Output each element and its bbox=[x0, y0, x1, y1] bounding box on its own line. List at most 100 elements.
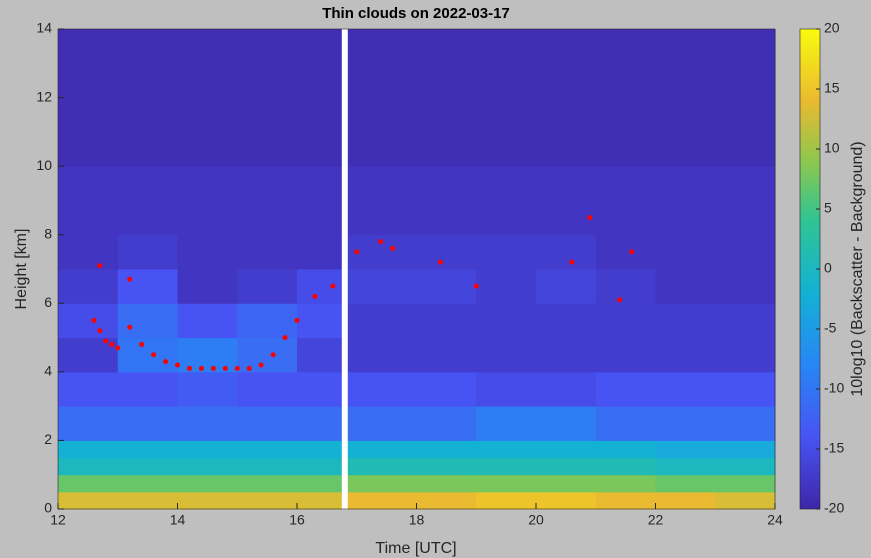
y-tick-label: 8 bbox=[44, 225, 52, 241]
heatmap-cell bbox=[356, 234, 417, 270]
heatmap-cell bbox=[655, 234, 716, 270]
colorbar-tick-label: 10 bbox=[824, 140, 840, 156]
heatmap-cell bbox=[117, 29, 178, 167]
heatmap-cell bbox=[297, 234, 343, 270]
heatmap-cell bbox=[476, 457, 537, 476]
heatmap-cell bbox=[536, 303, 597, 339]
heatmap-cell bbox=[237, 269, 298, 304]
x-tick-label: 20 bbox=[528, 512, 544, 528]
heatmap-cell bbox=[476, 406, 537, 441]
heatmap-cell bbox=[356, 29, 417, 167]
heatmap-cell bbox=[117, 269, 178, 304]
heatmap-cell bbox=[416, 457, 477, 476]
heatmap-cell bbox=[341, 371, 349, 407]
heatmap-cell bbox=[117, 337, 178, 373]
heatmap-cell bbox=[347, 406, 358, 441]
cloud-point bbox=[198, 365, 204, 371]
heatmap-cell bbox=[476, 491, 537, 510]
heatmap-cell bbox=[58, 474, 119, 493]
heatmap-cell bbox=[715, 234, 776, 270]
heatmap-cell bbox=[416, 234, 477, 270]
colorbar-tick-label: -10 bbox=[824, 380, 844, 396]
heatmap-cell bbox=[341, 269, 349, 304]
heatmap-cell bbox=[347, 269, 358, 304]
heatmap-cell bbox=[356, 303, 417, 339]
heatmap-cell bbox=[476, 371, 537, 407]
heatmap-cell bbox=[715, 29, 776, 167]
heatmap-cell bbox=[347, 474, 358, 493]
heatmap-cell bbox=[341, 406, 349, 441]
heatmap-cell bbox=[177, 166, 238, 236]
heatmap-cell bbox=[297, 440, 343, 459]
heatmap-cell bbox=[356, 491, 417, 510]
x-tick-label: 16 bbox=[289, 512, 305, 528]
heatmap-cell bbox=[536, 371, 597, 407]
y-tick-label: 4 bbox=[44, 363, 52, 379]
colorbar-label: 10log10 (Backscatter - Background) bbox=[849, 141, 866, 396]
heatmap-cell bbox=[347, 29, 358, 167]
heatmap-cell bbox=[341, 457, 349, 476]
y-tick-label: 12 bbox=[36, 88, 52, 104]
cloud-point bbox=[127, 324, 133, 330]
colorbar-tick-label: 5 bbox=[824, 200, 832, 216]
heatmap-cell bbox=[416, 406, 477, 441]
heatmap-cell bbox=[655, 491, 716, 510]
cloud-point bbox=[234, 365, 240, 371]
heatmap-cell bbox=[297, 457, 343, 476]
heatmap-cell bbox=[58, 457, 119, 476]
heatmap-cell bbox=[356, 371, 417, 407]
heatmap-cell bbox=[356, 440, 417, 459]
heatmap-cell bbox=[416, 303, 477, 339]
heatmap-cell bbox=[58, 269, 119, 304]
heatmap-cell bbox=[416, 337, 477, 373]
heatmap-cell bbox=[297, 166, 343, 236]
cloud-point bbox=[473, 283, 479, 289]
cloud-point bbox=[378, 239, 384, 245]
heatmap-cell bbox=[58, 371, 119, 407]
heatmap-cell bbox=[595, 491, 656, 510]
heatmap-cell bbox=[476, 29, 537, 167]
heatmap-cell bbox=[416, 371, 477, 407]
cloud-point bbox=[390, 245, 396, 251]
cloud-point bbox=[246, 365, 252, 371]
cloud-point bbox=[97, 263, 103, 269]
heatmap-cell bbox=[536, 269, 597, 304]
heatmap-cell bbox=[536, 457, 597, 476]
heatmap-cell bbox=[297, 29, 343, 167]
heatmap-cell bbox=[117, 371, 178, 407]
cloud-point bbox=[210, 365, 216, 371]
heatmap-cell bbox=[476, 337, 537, 373]
x-tick-label: 14 bbox=[170, 512, 186, 528]
heatmap-cell bbox=[536, 166, 597, 236]
heatmap-cell bbox=[297, 269, 343, 304]
heatmap-cell bbox=[347, 491, 358, 510]
colorbar-tick-label: 20 bbox=[824, 20, 840, 36]
heatmap-cell bbox=[117, 440, 178, 459]
x-axis-label: Time [UTC] bbox=[375, 540, 456, 557]
cloud-point bbox=[312, 293, 318, 299]
heatmap-cell bbox=[58, 406, 119, 441]
heatmap-cell bbox=[595, 269, 656, 304]
heatmap-cell bbox=[237, 371, 298, 407]
heatmap-cell bbox=[341, 337, 349, 373]
heatmap-cell bbox=[416, 269, 477, 304]
heatmap-cell bbox=[347, 337, 358, 373]
heatmap-cell bbox=[416, 440, 477, 459]
cloud-point bbox=[617, 297, 623, 303]
heatmap-cell bbox=[595, 166, 656, 236]
cloud-point bbox=[629, 249, 635, 255]
heatmap-cell bbox=[416, 29, 477, 167]
heatmap-cell bbox=[715, 406, 776, 441]
heatmap-cell bbox=[476, 234, 537, 270]
heatmap-cell bbox=[237, 166, 298, 236]
y-axis-label: Height [km] bbox=[13, 229, 30, 310]
heatmap-cell bbox=[58, 234, 119, 270]
heatmap-cell bbox=[655, 474, 716, 493]
heatmap-cell bbox=[356, 457, 417, 476]
heatmap-cell bbox=[715, 440, 776, 459]
heatmap-cell bbox=[341, 29, 349, 167]
colorbar-tick-label: -15 bbox=[824, 440, 844, 456]
heatmap-cell bbox=[595, 406, 656, 441]
heatmap-cell bbox=[117, 457, 178, 476]
